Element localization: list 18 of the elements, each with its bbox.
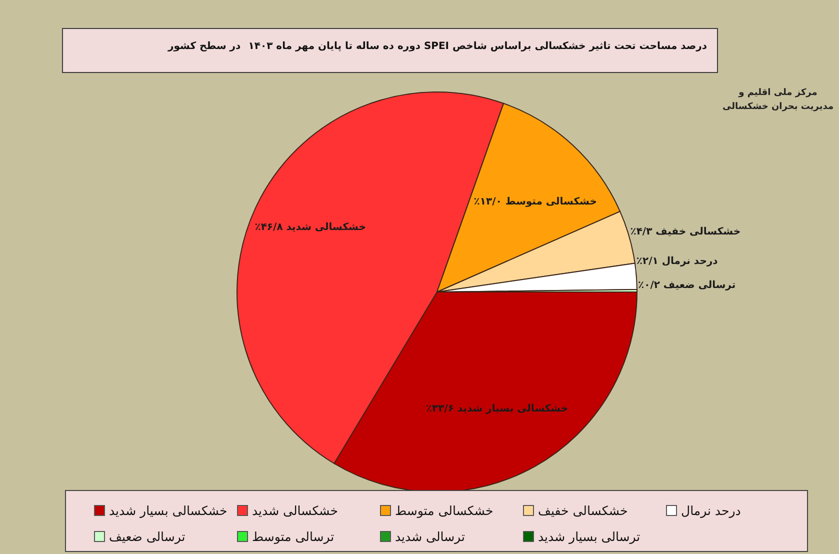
data-label: خشکسالی متوسط ۱۳/۰٪ (474, 196, 597, 208)
legend-label: خشکسالی بسیار شدید (109, 502, 228, 518)
legend-label: ترسالی متوسط (252, 528, 334, 544)
legend-label: درحد نرمال (681, 502, 741, 518)
text: مرکز ملی اقلیم و مدیریت بحران خشکسالی (722, 87, 834, 114)
chart-subtitle: در سطح کشور (168, 41, 241, 52)
legend-label: ترسالی شدید (395, 528, 465, 544)
data-label: خشکسالی بسیار شدید ۳۳/۶٪ (426, 403, 568, 414)
legend-label: ترسالی بسیار شدید (538, 528, 640, 544)
data-label: خشکسالی خفیف ۴/۳٪ (630, 226, 741, 238)
legend-label: خشکسالی شدید (252, 502, 338, 518)
legend-label: خشکسالی خفیف (538, 502, 628, 518)
data-label: ترسالی ضعیف ۰/۲٪ (638, 280, 736, 292)
chart-title: درصد مساحت تحت تاثیر خشکسالی براساس شاخص SPEI دوره ده ساله تا پایان مهر ماه ۱۴۰۳ (248, 41, 707, 52)
data-label: درحد نرمال ۲/۱٪ (636, 256, 718, 268)
legend-label: خشکسالی متوسط (395, 502, 494, 518)
legend-label: ترسالی ضعیف (109, 528, 186, 544)
data-label: خشکسالی شدید ۴۶/۸٪ (254, 222, 366, 233)
